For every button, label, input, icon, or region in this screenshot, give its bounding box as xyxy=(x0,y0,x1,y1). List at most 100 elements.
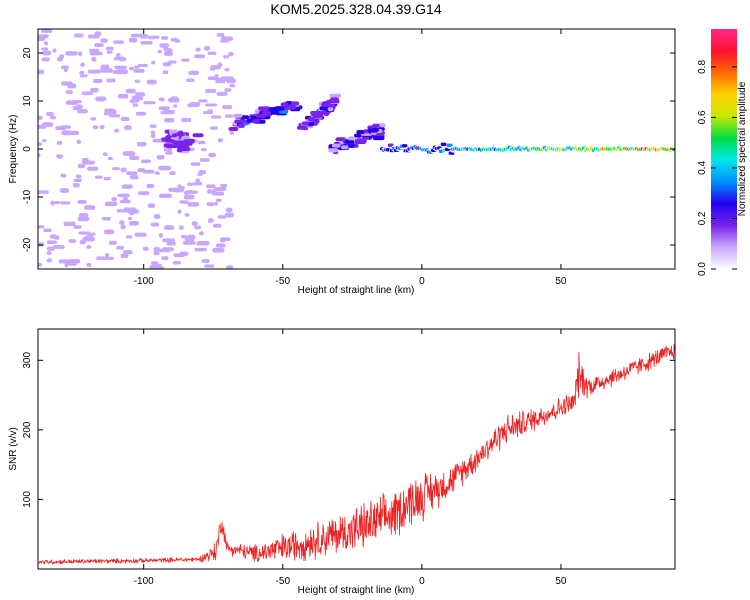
heatmap-cell xyxy=(347,136,355,141)
heatmap-cell xyxy=(160,111,171,115)
heatmap-cell xyxy=(224,114,234,118)
heatmap-cell xyxy=(328,99,340,104)
heatmap-cell xyxy=(187,103,196,108)
spectrogram-ylabel: Frequency (Hz) xyxy=(8,115,19,184)
heatmap-cell xyxy=(117,193,130,198)
heatmap-cell xyxy=(153,250,160,256)
y-tick-label: 100 xyxy=(22,491,33,508)
heatmap-cell xyxy=(105,46,114,51)
colorbar-tick-label: 0.8 xyxy=(697,60,708,74)
heatmap-cell xyxy=(38,242,45,247)
heatmap-cell xyxy=(119,220,125,225)
heatmap-cell xyxy=(193,181,203,186)
heatmap-cell xyxy=(312,114,322,119)
heatmap-cell xyxy=(38,69,45,75)
heatmap-cell xyxy=(42,139,47,143)
heatmap-cell xyxy=(254,118,260,123)
heatmap-cell xyxy=(77,200,87,204)
heatmap-cell xyxy=(100,38,108,43)
heatmap-cell xyxy=(182,241,196,245)
heatmap-cell xyxy=(262,109,268,114)
heatmap-cell xyxy=(56,141,63,145)
heatmap-cell xyxy=(68,259,81,264)
heatmap-cell xyxy=(93,78,103,84)
heatmap-cell xyxy=(161,256,169,261)
heatmap-cell xyxy=(72,106,81,111)
heatmap-cell xyxy=(213,201,219,206)
heatmap-cell xyxy=(228,51,234,57)
heatmap-cell xyxy=(221,186,227,191)
heatmap-cell xyxy=(102,152,108,157)
heatmap-cell xyxy=(222,105,233,110)
heatmap-cell xyxy=(46,251,52,256)
heatmap-cell xyxy=(113,40,124,44)
heatmap-cell xyxy=(197,140,206,145)
heatmap-cell xyxy=(348,143,355,148)
y-tick-label: 200 xyxy=(22,421,33,438)
heatmap-cell xyxy=(46,258,53,263)
heatmap-cell xyxy=(279,109,289,114)
heatmap-cell xyxy=(151,60,156,65)
heatmap-cell xyxy=(99,124,105,130)
heatmap-cell xyxy=(153,246,161,252)
heatmap-cell xyxy=(446,143,453,148)
heatmap-cell xyxy=(88,48,100,53)
heatmap-cell xyxy=(50,200,55,206)
heatmap-cell xyxy=(129,66,135,71)
heatmap-cell xyxy=(226,265,234,269)
heatmap-cell xyxy=(215,198,222,202)
heatmap-cell xyxy=(49,234,57,239)
snr-xlabel: Height of straight line (km) xyxy=(298,585,415,596)
heatmap-cell xyxy=(192,133,204,138)
heatmap-cell xyxy=(168,187,179,192)
heatmap-cell xyxy=(42,50,52,56)
heatmap-cell xyxy=(91,56,97,62)
heatmap-cell xyxy=(64,262,69,268)
heatmap-cell xyxy=(78,231,90,235)
heatmap-cell xyxy=(179,143,190,148)
heatmap-cell xyxy=(340,145,349,150)
heatmap-cell xyxy=(38,263,43,267)
heatmap-cell xyxy=(117,93,129,99)
heatmap-cell xyxy=(101,256,114,260)
y-tick-label: 10 xyxy=(22,95,33,107)
heatmap-cell xyxy=(308,121,315,126)
heatmap-cell xyxy=(157,265,164,269)
heatmap-cell xyxy=(111,197,118,202)
heatmap-cell xyxy=(207,218,214,223)
heatmap-cell xyxy=(79,71,85,75)
heatmap-cell xyxy=(183,194,195,200)
heatmap-cell xyxy=(354,133,362,138)
heatmap-cell xyxy=(298,125,304,130)
y-tick-label: -10 xyxy=(22,189,33,204)
heatmap-cell xyxy=(101,217,111,221)
heatmap-cell xyxy=(58,259,71,264)
heatmap-cell xyxy=(207,76,219,80)
heatmap-cell xyxy=(125,88,136,94)
heatmap-cell xyxy=(61,65,69,70)
heatmap-cell xyxy=(133,68,145,73)
heatmap-cell xyxy=(216,91,228,96)
heatmap-cell xyxy=(125,235,133,239)
heatmap-cell xyxy=(121,184,133,189)
heatmap-cell xyxy=(63,221,76,227)
heatmap-cell xyxy=(129,98,136,104)
heatmap-cell xyxy=(225,207,233,213)
colorbar-tick-label: 0.6 xyxy=(697,110,708,124)
heatmap-cell xyxy=(108,240,118,245)
heatmap-cell xyxy=(128,155,140,160)
snr-frame xyxy=(37,328,676,570)
heatmap-cell xyxy=(60,125,71,129)
heatmap-cell xyxy=(38,115,43,120)
heatmap-cell xyxy=(114,65,127,70)
heatmap-cell xyxy=(94,43,104,47)
heatmap-cell xyxy=(224,68,230,72)
heatmap-cell xyxy=(103,229,115,235)
heatmap-cell xyxy=(159,43,170,48)
heatmap-cell xyxy=(379,123,386,128)
heatmap-cell xyxy=(89,87,99,93)
x-tick-label: -100 xyxy=(134,276,154,287)
heatmap-cell xyxy=(150,130,156,135)
heatmap-cell xyxy=(200,148,207,152)
